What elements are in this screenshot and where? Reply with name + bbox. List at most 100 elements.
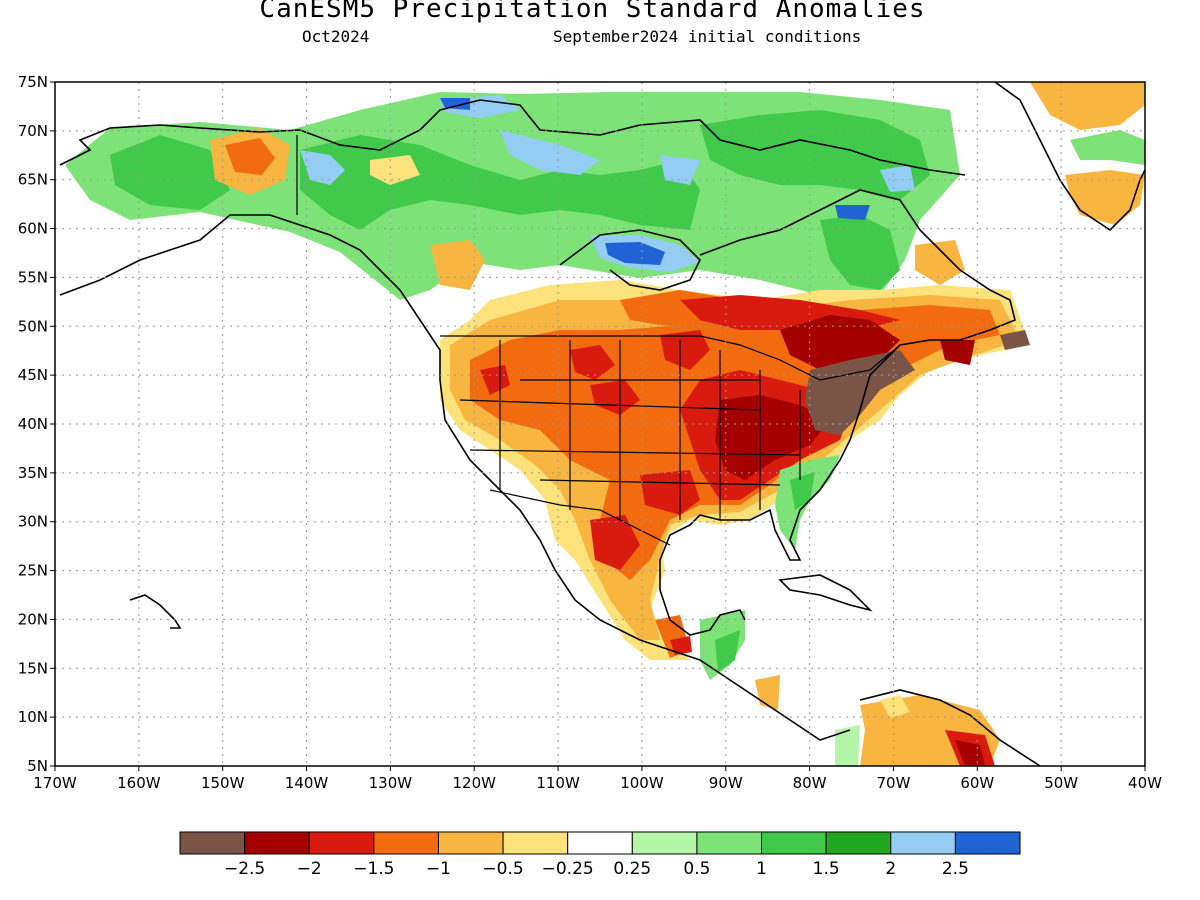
hawaii-coast	[129, 594, 182, 629]
colorbar-label: −2.5	[224, 859, 265, 879]
coastlines	[59, 82, 1145, 766]
wet-region-quebec-core	[835, 205, 870, 220]
lat-label: 15N	[18, 659, 48, 677]
lat-label: 25N	[18, 562, 48, 580]
lon-label: 70W	[877, 774, 911, 792]
greenland-coast	[994, 82, 1145, 232]
lon-label: 110W	[536, 774, 580, 792]
atlantic-gulf-coast	[659, 189, 1016, 636]
pacific-coast	[59, 214, 851, 741]
colorbar-swatch	[437, 831, 504, 855]
dry-region-dakota	[660, 330, 710, 370]
wet-region-quebec	[820, 215, 900, 290]
dry-region-wyoming	[590, 380, 640, 415]
lon-label: 100W	[620, 774, 664, 792]
dry-region-bc	[430, 240, 485, 290]
colorbar-label: 1.5	[813, 859, 840, 879]
lat-label: 75N	[18, 73, 48, 91]
colorbar-swatch	[373, 831, 439, 855]
colorbar-label: 2.5	[942, 859, 969, 879]
dry-region-montana	[570, 345, 615, 380]
lat-label: 65N	[18, 171, 48, 189]
wet-region-alaska	[110, 135, 230, 210]
dry-region-labrador	[915, 240, 965, 285]
wet-region-panama	[835, 725, 860, 766]
lon-label: 50W	[1044, 774, 1078, 792]
colorbar-swatch	[631, 831, 698, 855]
colorbar-swatch	[567, 831, 633, 855]
lat-label: 70N	[18, 122, 48, 140]
colorbar-label: −2	[297, 859, 322, 879]
colorbar-label: 2	[885, 859, 896, 879]
colorbar-swatch	[761, 831, 827, 855]
political-borders	[296, 135, 901, 546]
hudson-bay-coast	[559, 229, 701, 291]
dry-region-greenland-north	[1030, 82, 1145, 130]
colorbar	[179, 831, 1021, 855]
dry-region-alaska-core	[225, 138, 275, 175]
dry-region-greenland-south	[1065, 170, 1145, 225]
latitude-labels: 75N 70N 65N 60N 55N 50N 45N 40N 35N 30N 25N 20N 15N 1…	[18, 73, 48, 775]
us-mexico-border	[489, 489, 671, 546]
lon-label: 60W	[960, 774, 994, 792]
colorbar-swatch	[244, 831, 310, 855]
colorbar-label: −0.25	[542, 859, 594, 879]
lon-label: 170W	[33, 774, 77, 792]
colorbar-label: −1	[426, 859, 451, 879]
lat-label: 45N	[18, 366, 48, 384]
colorbar-swatch	[954, 831, 1021, 855]
dry-region-oklahoma	[640, 470, 700, 515]
colorbar-swatch	[825, 831, 892, 855]
lat-label: 40N	[18, 415, 48, 433]
wet-region-hudson-core	[605, 242, 665, 265]
lon-label: 120W	[452, 774, 496, 792]
arctic-coast	[59, 99, 966, 176]
cuba-coast	[778, 574, 873, 612]
colorbar-label: −1.5	[353, 859, 394, 879]
colorbar-label: 0.5	[683, 859, 710, 879]
dry-region-mexico-core	[670, 636, 692, 655]
colorbar-swatch	[696, 831, 763, 855]
wet-region-greenland	[1070, 130, 1145, 165]
dry-region-colombia	[880, 695, 910, 718]
lon-label: 80W	[793, 774, 827, 792]
lat-label: 60N	[18, 220, 48, 238]
wet-region-arctic-2	[500, 130, 600, 175]
gridlines	[55, 82, 1145, 766]
lat-label: 10N	[18, 708, 48, 726]
dry-region-guyana-core	[955, 740, 985, 766]
wet-region-arctic-core	[440, 98, 470, 110]
lat-label: 30N	[18, 513, 48, 531]
lon-label: 160W	[117, 774, 161, 792]
lon-label: 130W	[369, 774, 413, 792]
lat-label: 20N	[18, 610, 48, 628]
colorbar-swatch	[502, 831, 569, 855]
wet-region-arctic-3	[660, 155, 700, 185]
lat-label: 55N	[18, 268, 48, 286]
lon-label: 90W	[709, 774, 743, 792]
dry-region-newfoundland	[1000, 330, 1030, 350]
lat-label: 35N	[18, 464, 48, 482]
colorbar-label: 1	[756, 859, 767, 879]
dry-region-oregon	[480, 365, 510, 395]
colorbar-swatch	[179, 831, 246, 855]
axis-ticks	[50, 81, 1146, 771]
wet-region-central-america-core	[715, 630, 740, 672]
wet-region-baffin	[880, 165, 915, 192]
colorbar-label: −0.5	[482, 859, 523, 879]
us-canada-border	[440, 335, 901, 381]
lat-label: 5N	[27, 757, 48, 775]
dry-region-northeast-us	[805, 350, 915, 435]
wet-region-canada-2	[700, 110, 930, 200]
dry-region-ohio-valley	[715, 395, 830, 480]
longitude-labels: 170W 160W 150W 140W 130W 120W 110W 100W 90W 80W 70…	[33, 774, 1162, 792]
lon-label: 150W	[201, 774, 245, 792]
anomaly-fields	[65, 82, 1145, 766]
lat-label: 50N	[18, 317, 48, 335]
colorbar-labels: −2.5 −2 −1.5 −1 −0.5 −0.25 0.25 0.5 1 1.5 2 2.5	[224, 859, 969, 879]
colorbar-swatch	[890, 831, 956, 855]
dry-region-mexico-north	[590, 515, 640, 570]
initial-conditions-label: September2024 initial conditions	[553, 27, 862, 46]
state-borders	[459, 340, 801, 520]
